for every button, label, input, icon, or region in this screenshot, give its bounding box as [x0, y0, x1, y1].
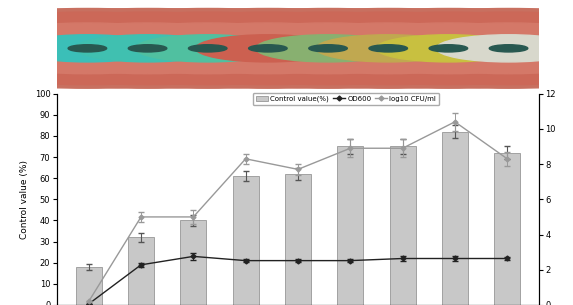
Circle shape — [176, 9, 573, 88]
Circle shape — [56, 9, 480, 88]
Circle shape — [316, 35, 461, 62]
Circle shape — [128, 45, 167, 52]
Circle shape — [196, 35, 340, 62]
Circle shape — [237, 9, 573, 88]
Circle shape — [374, 23, 573, 74]
Bar — [285, 174, 311, 305]
Bar — [180, 221, 206, 305]
Circle shape — [249, 45, 287, 52]
Circle shape — [253, 23, 523, 74]
Bar — [337, 146, 363, 305]
Circle shape — [429, 45, 468, 52]
Circle shape — [489, 45, 528, 52]
Circle shape — [13, 23, 282, 74]
Circle shape — [256, 12, 573, 84]
Bar — [390, 146, 415, 305]
Circle shape — [135, 12, 521, 84]
Circle shape — [256, 35, 400, 62]
Circle shape — [193, 23, 463, 74]
Bar — [494, 153, 520, 305]
Circle shape — [68, 45, 107, 52]
Circle shape — [15, 35, 159, 62]
Circle shape — [135, 35, 280, 62]
Bar — [76, 267, 102, 305]
Bar — [233, 176, 259, 305]
Circle shape — [133, 23, 403, 74]
Circle shape — [369, 45, 407, 52]
Circle shape — [116, 9, 540, 88]
Circle shape — [309, 45, 347, 52]
Circle shape — [76, 35, 220, 62]
Circle shape — [316, 12, 573, 84]
Circle shape — [189, 45, 227, 52]
Circle shape — [195, 12, 573, 84]
Circle shape — [75, 12, 461, 84]
Circle shape — [313, 23, 573, 74]
Circle shape — [0, 9, 299, 88]
Bar — [442, 132, 468, 305]
Bar — [128, 237, 154, 305]
Circle shape — [376, 35, 521, 62]
Circle shape — [0, 12, 280, 84]
Circle shape — [0, 23, 222, 74]
Legend: Control value(%), OD600, log10 CFU/ml: Control value(%), OD600, log10 CFU/ml — [253, 93, 439, 105]
Circle shape — [73, 23, 343, 74]
Circle shape — [0, 12, 340, 84]
Y-axis label: Control value (%): Control value (%) — [20, 160, 29, 239]
Circle shape — [297, 9, 573, 88]
Circle shape — [15, 12, 400, 84]
Circle shape — [0, 9, 359, 88]
Circle shape — [437, 35, 573, 62]
Circle shape — [0, 9, 419, 88]
